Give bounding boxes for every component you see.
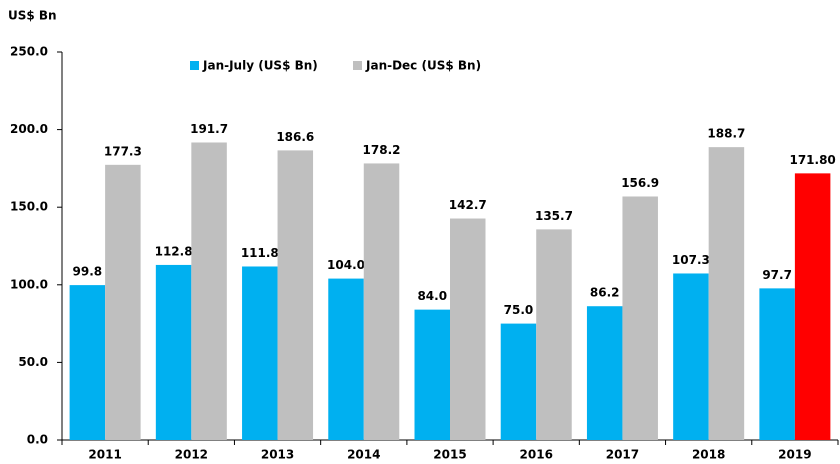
x-tick-label: 2014 [347,448,380,462]
bar [536,229,572,440]
data-label: 104.0 [327,258,365,272]
data-label: 86.2 [590,286,620,300]
y-tick-label: 250.0 [10,45,48,59]
x-tick-label: 2017 [606,448,639,462]
bar [328,278,364,440]
data-label: 97.7 [762,268,792,282]
data-label: 84.0 [417,289,447,303]
bar [794,173,831,440]
legend-label: Jan-July (US$ Bn) [202,59,318,73]
bar [69,285,106,440]
y-tick-label: 0.0 [27,433,48,447]
x-tick-label: 2019 [778,448,811,462]
y-tick-label: 50.0 [18,355,48,369]
data-label: 99.8 [73,265,103,279]
bar [191,142,227,440]
data-label: 156.9 [621,176,659,190]
y-tick-label: 150.0 [10,200,48,214]
bar [586,306,623,440]
x-tick-label: 2012 [175,448,208,462]
x-tick-label: 2013 [261,448,294,462]
bar [242,266,278,440]
data-label: 171.80 [789,153,835,167]
bar [155,264,192,440]
legend-swatch [190,61,199,70]
bar [105,164,141,441]
data-label: 75.0 [504,303,534,317]
x-tick-label: 2018 [692,448,725,462]
y-tick-label: 100.0 [10,277,48,291]
data-label: 112.8 [155,244,193,258]
data-label: 191.7 [190,122,228,136]
bar [708,147,745,440]
legend-swatch [353,61,362,70]
bar [414,309,450,440]
bar [673,273,709,440]
data-label: 107.3 [672,253,710,267]
data-label: 188.7 [707,127,745,141]
y-axis-label: US$ Bn [8,9,57,23]
data-label: 186.6 [276,130,314,144]
bar [277,150,314,441]
x-tick-label: 2016 [520,448,553,462]
x-tick-label: 2011 [88,448,121,462]
legend-label: Jan-Dec (US$ Bn) [365,59,481,73]
bar [622,196,658,440]
data-label: 178.2 [363,143,401,157]
bar [500,323,537,440]
bar [363,163,400,440]
data-label: 177.3 [104,144,142,158]
data-label: 142.7 [449,198,487,212]
x-tick-label: 2015 [433,448,466,462]
bar [450,218,486,440]
data-label: 135.7 [535,209,573,223]
bar [759,288,795,440]
data-label: 111.8 [241,246,279,260]
y-tick-label: 200.0 [10,122,48,136]
